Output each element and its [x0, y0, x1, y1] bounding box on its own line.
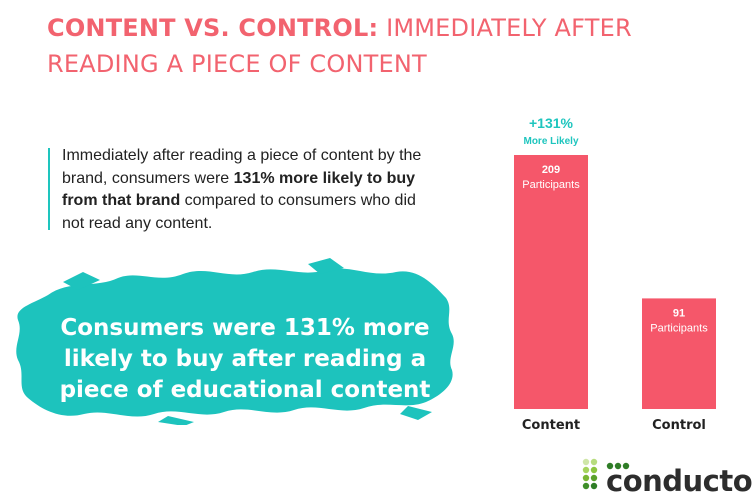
bar-unit-label-control: Participants — [650, 322, 708, 334]
bar-value-label-control: 91 — [673, 307, 685, 319]
category-label-control: Control — [652, 418, 706, 433]
description-part1: Immediately after reading a piece of con… — [62, 147, 422, 187]
conductor-dots-logo-icon — [582, 458, 630, 490]
description-text: Immediately after reading a piece of con… — [62, 145, 432, 235]
description-part2: compared to consumers who did not read a… — [62, 192, 416, 232]
conductor-logo-text: conductor — [606, 464, 752, 498]
bar-unit-label-content: Participants — [522, 179, 580, 191]
description-bold: 131% more likely to buy from that brand — [62, 169, 416, 210]
title-rest: IMMEDIATELY AFTER READING A PIECE OF CON… — [47, 14, 632, 78]
quote-accent-bar — [48, 148, 50, 230]
annotation-value: +131% — [529, 115, 574, 131]
bar-control — [642, 298, 716, 409]
callout-text: Consumers were 131% more likely to buy a… — [59, 315, 431, 403]
page-title: CONTENT VS. CONTROL: IMMEDIATELY AFTER R… — [47, 10, 727, 82]
title-bold: CONTENT VS. CONTROL: — [47, 14, 379, 42]
annotation-text: More Likely — [523, 136, 578, 147]
callout-brush-shape — [16, 258, 454, 425]
bar-content — [514, 155, 588, 409]
category-label-content: Content — [522, 418, 580, 433]
bar-value-label-content: 209 — [542, 164, 560, 176]
